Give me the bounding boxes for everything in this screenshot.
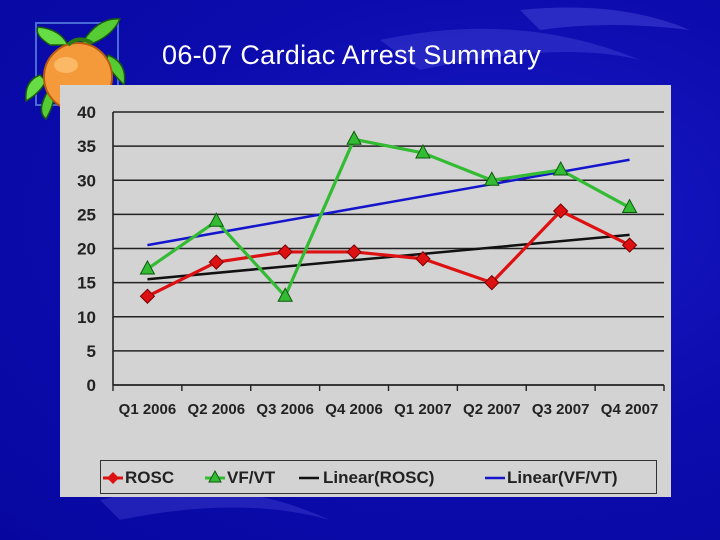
vfvt-point-0	[139, 259, 156, 275]
x-tick-label: Q2 2007	[463, 401, 521, 418]
y-tick-label: 35	[77, 137, 96, 156]
vfvt-point-7	[621, 198, 638, 214]
trendline-linear-rosc	[147, 233, 630, 281]
vfvt-point-6	[552, 160, 569, 176]
x-tick-label: Q1 2006	[119, 401, 177, 418]
legend-label-linear-rosc: Linear(ROSC)	[323, 468, 435, 487]
y-tick-label: 30	[77, 171, 96, 190]
legend-label-vfvt: VF/VT	[227, 468, 276, 487]
x-tick-label: Q4 2007	[601, 401, 659, 418]
y-tick-label: 5	[87, 342, 96, 361]
legend-swatch-rosc-marker	[107, 472, 119, 484]
x-tick-label: Q1 2007	[394, 401, 452, 418]
plot-panel	[60, 85, 671, 497]
rosc-point-6	[552, 203, 569, 219]
legend-label-rosc: ROSC	[125, 468, 175, 487]
vfvt-point-2	[277, 287, 294, 302]
rosc-point-5	[484, 274, 500, 291]
vfvt-point-3	[346, 130, 362, 145]
slide-title: 06-07 Cardiac Arrest Summary	[162, 40, 542, 70]
rosc-point-7	[621, 237, 638, 253]
y-tick-label: 10	[77, 308, 96, 327]
rosc-point-4	[415, 251, 431, 267]
legend-swatches	[103, 469, 505, 484]
y-tick-label: 40	[77, 103, 96, 122]
rosc-point-0	[139, 288, 156, 304]
orange-fruit-icon	[25, 18, 126, 120]
x-tick-label: Q3 2007	[532, 401, 590, 418]
vfvt-point-1	[208, 212, 225, 227]
series-line-rosc	[146, 209, 631, 298]
y-tick-label: 25	[77, 205, 96, 224]
vfvt-point-5	[483, 171, 500, 186]
legend-swatch-vfvt-marker	[208, 469, 222, 483]
trendline-linear-vfvt	[147, 158, 630, 247]
rosc-point-3	[346, 244, 362, 260]
y-tick-label: 20	[77, 240, 96, 259]
legend-label-linear-vfvt: Linear(VF/VT)	[507, 468, 618, 487]
rosc-point-2	[277, 244, 293, 260]
y-tick-label: 0	[87, 376, 96, 395]
chart-legend: ROSC VF/VT Linear(ROSC) Linear(VF/VT)	[100, 460, 657, 494]
vfvt-point-4	[415, 143, 431, 159]
x-tick-label: Q4 2006	[325, 401, 383, 418]
x-tick-label: Q3 2006	[256, 401, 314, 418]
series-line-vfvt	[146, 137, 631, 298]
x-tick-label: Q2 2006	[188, 401, 246, 418]
rosc-point-1	[208, 254, 225, 270]
y-tick-label: 15	[77, 274, 96, 293]
